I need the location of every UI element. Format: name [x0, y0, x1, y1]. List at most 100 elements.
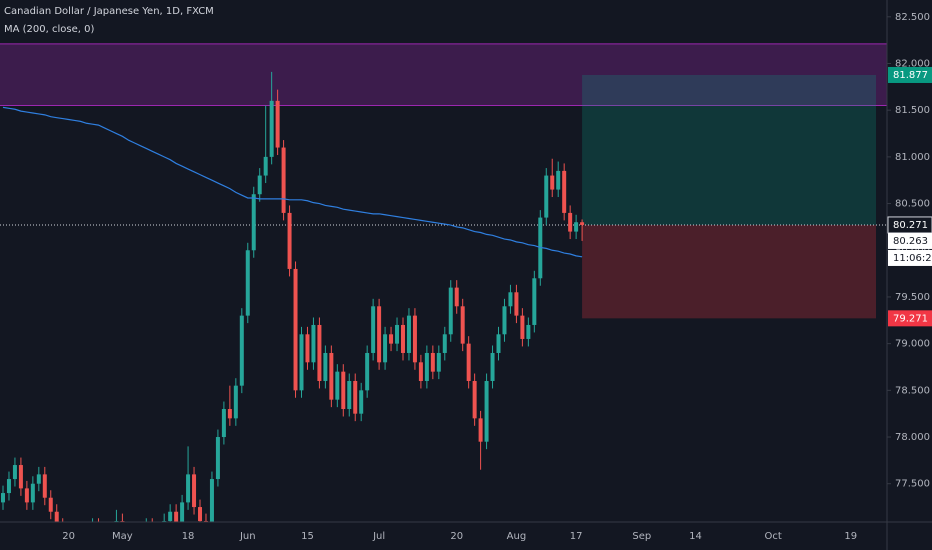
resistance-zone [0, 43, 887, 106]
candle-body [281, 147, 286, 213]
candle-body [550, 175, 555, 190]
candle-body [347, 380, 352, 410]
x-tick-label: 18 [182, 531, 195, 542]
candle-body [377, 306, 382, 363]
candle-body [186, 474, 191, 503]
candle-body [484, 380, 489, 442]
candle-body [562, 170, 567, 213]
candle-body [502, 306, 507, 335]
x-tick-label: Oct [764, 531, 781, 542]
y-tick-label: 81.500 [895, 105, 930, 116]
candle-body [227, 409, 232, 419]
candle-body [48, 497, 53, 512]
candle-body [233, 385, 238, 419]
candle-body [18, 465, 23, 489]
candle-body [311, 324, 316, 363]
x-tick-label: 19 [844, 531, 857, 542]
y-tick-label: 79.500 [895, 292, 930, 303]
candle-body [430, 352, 435, 372]
candle-body [371, 306, 376, 353]
x-tick-label: 20 [62, 531, 75, 542]
candle-body [215, 437, 220, 480]
candle-body [168, 511, 173, 522]
y-tick-label: 79.000 [895, 339, 930, 350]
countdown-label-box [888, 249, 932, 266]
candle-body [317, 324, 322, 381]
candle-body [174, 511, 179, 522]
candle-body [287, 212, 292, 269]
x-tick-label: 14 [689, 531, 702, 542]
candle-body [353, 380, 358, 414]
x-tick-label: 20 [450, 531, 463, 542]
candle-body [275, 100, 280, 148]
candle-body [30, 483, 35, 503]
candle-body [460, 306, 465, 344]
candle-body [406, 315, 411, 353]
axes: 77.50078.00078.50079.00079.50080.00080.5… [62, 12, 932, 542]
candle-body [198, 507, 203, 522]
loss-zone [582, 224, 876, 319]
candle-body [496, 334, 501, 353]
y-tick-label: 82.500 [895, 12, 930, 23]
candle-body [478, 418, 483, 442]
candle-body [580, 222, 585, 225]
candle-body [269, 100, 274, 157]
candle-body [418, 362, 423, 381]
candle-body [221, 409, 226, 438]
countdown-label: 11:06:22 [893, 253, 932, 264]
candle-body [323, 352, 328, 381]
candle-body [532, 278, 537, 325]
candle-body [490, 352, 495, 381]
stop-price-label-box [888, 310, 932, 327]
candle-body [24, 488, 29, 503]
candle-body [54, 511, 59, 522]
candle-body [329, 352, 334, 400]
candle-body [389, 334, 394, 344]
candle-body [299, 334, 304, 391]
x-tick-label: 15 [301, 531, 314, 542]
target-price-label: 81.877 [893, 70, 928, 81]
candle-body [239, 315, 244, 386]
candle-body [335, 371, 340, 400]
candle-body [305, 334, 310, 363]
profit-zone [582, 74, 876, 225]
candle-body [514, 292, 519, 316]
candle-body [12, 465, 17, 480]
candle-body [544, 175, 549, 218]
candle-body [1, 493, 5, 503]
candle-body [245, 250, 250, 316]
candle-body [359, 390, 364, 414]
candle-body [365, 352, 370, 391]
candle-body [466, 343, 471, 381]
last-price-label: 80.271 [893, 220, 928, 231]
x-tick-label: Aug [507, 531, 527, 542]
candle-body [36, 474, 41, 484]
x-tick-label: Jul [372, 531, 385, 542]
candle-body [520, 315, 525, 339]
x-tick-label: May [112, 531, 133, 542]
candle-body [383, 334, 388, 363]
secondary-price-label: 80.263 [893, 236, 928, 247]
plot-area [0, 43, 887, 522]
y-tick-label: 82.000 [895, 58, 930, 69]
target-price-label-box [888, 66, 932, 83]
candle-body [454, 287, 459, 307]
candle-body [209, 479, 214, 522]
candle-body [472, 380, 477, 419]
secondary-price-label-box [888, 232, 932, 249]
chart-title: Canadian Dollar / Japanese Yen, 1D, FXCM [4, 6, 214, 17]
candle-body [574, 222, 579, 232]
candle-body [251, 194, 256, 251]
x-tick-label: Jun [239, 531, 256, 542]
candle-body [341, 371, 346, 410]
candle-body [192, 474, 197, 508]
candle-body [400, 324, 405, 353]
x-tick-label: 17 [570, 531, 583, 542]
candle-body [436, 352, 441, 372]
candle-body [412, 315, 417, 363]
indicator-legend: MA (200, close, 0) [4, 24, 94, 35]
y-tick-label: 80.500 [895, 199, 930, 210]
candle-body [568, 212, 573, 232]
